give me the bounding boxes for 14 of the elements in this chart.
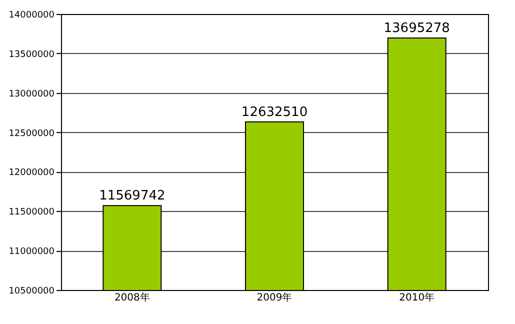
y-tick-label: 12000000 — [8, 168, 55, 178]
y-tick-label: 11000000 — [8, 247, 55, 258]
x-tick-label: 2008年 — [114, 292, 150, 304]
data-label: 12632510 — [241, 104, 308, 120]
y-tick-label: 14000000 — [8, 10, 55, 20]
y-tick-label: 13500000 — [8, 50, 55, 60]
y-tick-label: 13000000 — [8, 89, 55, 100]
y-tick-label: 10500000 — [8, 286, 55, 296]
y-tick-label: 11500000 — [8, 208, 55, 218]
data-label: 11569742 — [99, 188, 166, 204]
data-label: 13695278 — [384, 21, 450, 36]
y-tick-label: 12500000 — [8, 128, 55, 139]
x-tick-label: 2010年 — [399, 292, 435, 304]
x-tick-label: 2009年 — [256, 292, 292, 304]
